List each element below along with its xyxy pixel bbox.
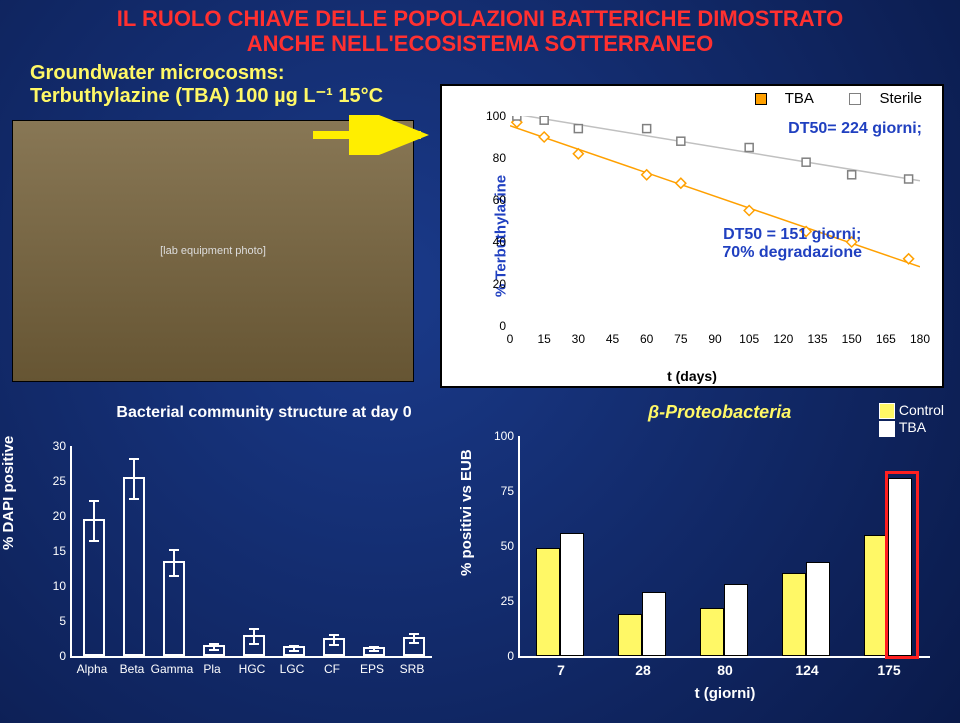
- title-line-2: ANCHE NELL'ECOSISTEMA SOTTERRANEO: [0, 31, 960, 56]
- legend-label-sterile: Sterile: [879, 90, 922, 107]
- chart2-bar: [123, 477, 145, 656]
- photo-placeholder-text: [lab equipment photo]: [160, 245, 266, 257]
- chart1-svg: [510, 116, 920, 326]
- chart1-xtick: 60: [637, 332, 657, 346]
- annot-dt50-sterile: DT50= 224 giorni;: [788, 120, 922, 138]
- chart3-bar-tba: [806, 562, 830, 656]
- chart1-ytick: 100: [482, 109, 506, 123]
- chart3-xtick: 175: [864, 662, 914, 678]
- chart3-ytick: 50: [492, 539, 514, 553]
- chart2-xtick: EPS: [360, 662, 384, 676]
- chart1-xtick: 15: [534, 332, 554, 346]
- arrow-icon: [313, 115, 433, 155]
- chart1-xtick: 45: [603, 332, 623, 346]
- chart3-title: β-Proteobacteria: [648, 402, 791, 423]
- chart3-legend: Control TBA: [879, 402, 944, 437]
- chart1-xtick: 90: [705, 332, 725, 346]
- chart3-y-label: % positivi vs EUB: [458, 449, 475, 576]
- chart2-xtick: Alpha: [77, 662, 108, 676]
- subtitle-line-1: Groundwater microcosms:: [30, 62, 383, 85]
- chart2-xtick: CF: [324, 662, 340, 676]
- chart1-xtick: 105: [739, 332, 759, 346]
- legend-label-tba2: TBA: [899, 419, 926, 435]
- chart2-ytick: 10: [46, 579, 66, 593]
- chart3-ytick: 75: [492, 484, 514, 498]
- chart3-xtick: 124: [782, 662, 832, 678]
- chart2-bar: [163, 561, 185, 656]
- chart3-xtick: 28: [618, 662, 668, 678]
- chart2-bar: [243, 635, 265, 657]
- chart2-xtick: Gamma: [151, 662, 194, 676]
- subtitle-line-2: Terbuthylazine (TBA) 100 µg L⁻¹ 15°C: [30, 85, 383, 108]
- annot-dt50-tba: DT50 = 151 giorni; 70% degradazione: [722, 226, 862, 262]
- chart3-ytick: 0: [492, 649, 514, 663]
- chart2-xtick: SRB: [400, 662, 425, 676]
- chart3-bar-control: [782, 573, 806, 656]
- chart1-xtick: 150: [842, 332, 862, 346]
- slide-title: IL RUOLO CHIAVE DELLE POPOLAZIONI BATTER…: [0, 6, 960, 57]
- chart1-ytick: 40: [482, 235, 506, 249]
- chart3-ytick: 100: [492, 429, 514, 443]
- chart2-ytick: 0: [46, 649, 66, 663]
- community-bar-chart: Bacterial community structure at day 0 %…: [14, 410, 444, 710]
- chart3-plot: t (giorni) 72880124175: [518, 436, 930, 658]
- beta-proteobacteria-chart: β-Proteobacteria Control TBA % positivi …: [468, 406, 948, 716]
- chart3-bar-tba: [724, 584, 748, 656]
- chart2-xtick: LGC: [280, 662, 305, 676]
- chart3-bar-tba: [642, 592, 666, 656]
- chart2-bar: [363, 647, 385, 656]
- decay-chart: TBA Sterile % Terbuthylazine DT50= 224 g…: [440, 84, 944, 388]
- chart1-ytick: 20: [482, 277, 506, 291]
- chart1-ytick: 0: [482, 319, 506, 333]
- chart2-bar: [283, 646, 305, 656]
- legend-marker-sterile: [849, 93, 861, 105]
- chart1-xtick: 180: [910, 332, 930, 346]
- chart3-bar-control: [536, 548, 560, 656]
- chart2-ytick: 30: [46, 439, 66, 453]
- chart2-title: Bacterial community structure at day 0: [104, 404, 424, 422]
- chart1-xtick: 0: [500, 332, 520, 346]
- chart2-bar: [403, 637, 425, 656]
- chart1-xtick: 165: [876, 332, 896, 346]
- legend-label-control: Control: [899, 402, 944, 418]
- chart1-xtick: 120: [773, 332, 793, 346]
- chart3-bar-tba: [560, 533, 584, 656]
- chart1-plot: [510, 116, 920, 326]
- chart2-bar: [323, 638, 345, 656]
- subtitle: Groundwater microcosms: Terbuthylazine (…: [30, 62, 383, 108]
- chart2-xtick: Pla: [203, 662, 220, 676]
- chart3-x-label: t (giorni): [520, 685, 930, 702]
- chart3-ytick: 25: [492, 594, 514, 608]
- legend-label-tba: TBA: [785, 90, 813, 107]
- chart3-bar-control: [700, 608, 724, 656]
- chart1-ytick: 80: [482, 151, 506, 165]
- highlight-frame: [885, 471, 919, 659]
- chart2-xtick: Beta: [120, 662, 145, 676]
- chart2-ytick: 20: [46, 509, 66, 523]
- chart3-xtick: 80: [700, 662, 750, 678]
- chart2-y-label: % DAPI positive: [0, 436, 17, 550]
- chart1-ytick: 60: [482, 193, 506, 207]
- chart1-xtick: 75: [671, 332, 691, 346]
- chart1-xtick: 135: [808, 332, 828, 346]
- chart1-x-label: t (days): [442, 368, 942, 384]
- chart1-xtick: 30: [568, 332, 588, 346]
- microcosm-photo: [lab equipment photo]: [12, 120, 414, 382]
- chart2-bar: [83, 519, 105, 656]
- chart3-bar-control: [618, 614, 642, 656]
- chart3-xtick: 7: [536, 662, 586, 678]
- title-line-1: IL RUOLO CHIAVE DELLE POPOLAZIONI BATTER…: [0, 6, 960, 31]
- legend-marker-tba2: [879, 421, 895, 437]
- chart1-legend: TBA Sterile: [745, 90, 922, 107]
- chart2-xtick: HGC: [239, 662, 266, 676]
- chart2-bar: [203, 645, 225, 656]
- legend-marker-control: [879, 403, 895, 419]
- chart2-ytick: 25: [46, 474, 66, 488]
- chart2-ytick: 15: [46, 544, 66, 558]
- legend-marker-tba: [755, 93, 767, 105]
- chart2-plot: AlphaBetaGammaPlaHGCLGCCFEPSSRB: [70, 446, 432, 658]
- chart2-ytick: 5: [46, 614, 66, 628]
